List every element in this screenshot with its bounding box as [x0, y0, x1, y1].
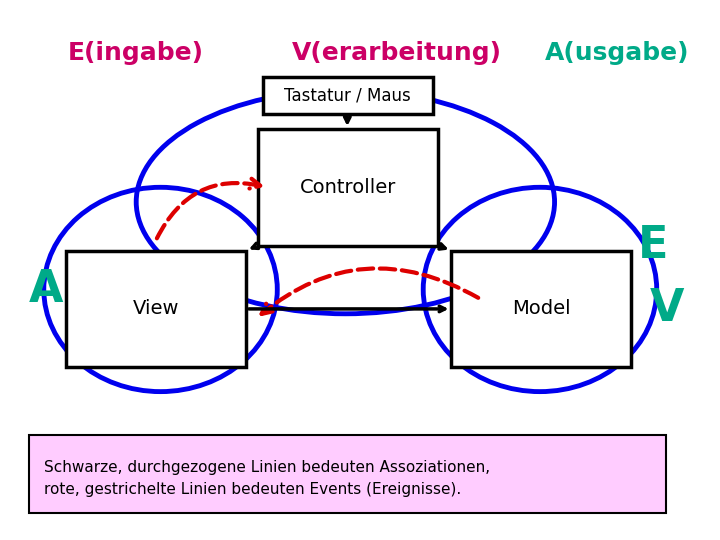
Text: V: V	[650, 287, 685, 330]
FancyBboxPatch shape	[30, 435, 667, 513]
FancyBboxPatch shape	[263, 77, 433, 114]
Text: Schwarze, durchgezogene Linien bedeuten Assoziationen,
rote, gestrichelte Linien: Schwarze, durchgezogene Linien bedeuten …	[44, 460, 490, 497]
FancyArrowPatch shape	[261, 268, 478, 314]
Text: A: A	[30, 268, 63, 311]
Text: E: E	[638, 224, 669, 267]
Text: Tastatur / Maus: Tastatur / Maus	[284, 87, 411, 105]
FancyBboxPatch shape	[66, 251, 246, 367]
FancyBboxPatch shape	[258, 129, 438, 246]
Text: Model: Model	[512, 299, 571, 319]
Text: E(ingabe): E(ingabe)	[68, 42, 204, 65]
Text: View: View	[133, 299, 179, 319]
Text: Controller: Controller	[300, 178, 396, 197]
FancyArrowPatch shape	[157, 179, 261, 238]
Text: A(usgabe): A(usgabe)	[545, 42, 689, 65]
FancyBboxPatch shape	[451, 251, 631, 367]
Text: V(erarbeitung): V(erarbeitung)	[292, 42, 502, 65]
